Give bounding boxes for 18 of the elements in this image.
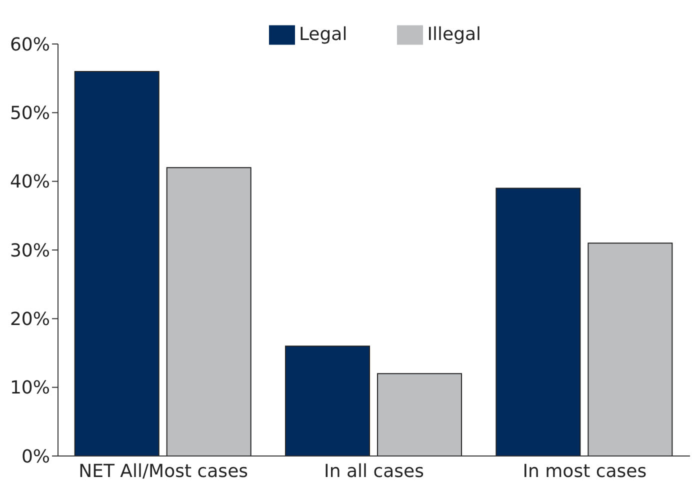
x-tick-label: In all cases: [324, 460, 424, 482]
y-tick-label: 50%: [10, 103, 50, 124]
x-tick-label: In most cases: [522, 460, 647, 482]
x-tick-label: NET All/Most cases: [78, 460, 248, 482]
y-tick-label: 30%: [10, 240, 50, 262]
bar: [74, 70, 160, 456]
y-tick-label: 40%: [10, 172, 50, 193]
bar: [166, 167, 252, 456]
bar: [285, 346, 370, 456]
y-tick-label: 60%: [10, 34, 50, 56]
bar: [377, 373, 462, 456]
y-tick-label: 0%: [21, 446, 50, 468]
legend-label: Illegal: [427, 24, 482, 45]
y-tick-label: 20%: [10, 309, 50, 330]
y-tick-label: 10%: [10, 378, 50, 399]
legend-label: Legal: [298, 24, 348, 45]
bar: [588, 242, 673, 456]
bar: [496, 188, 581, 456]
